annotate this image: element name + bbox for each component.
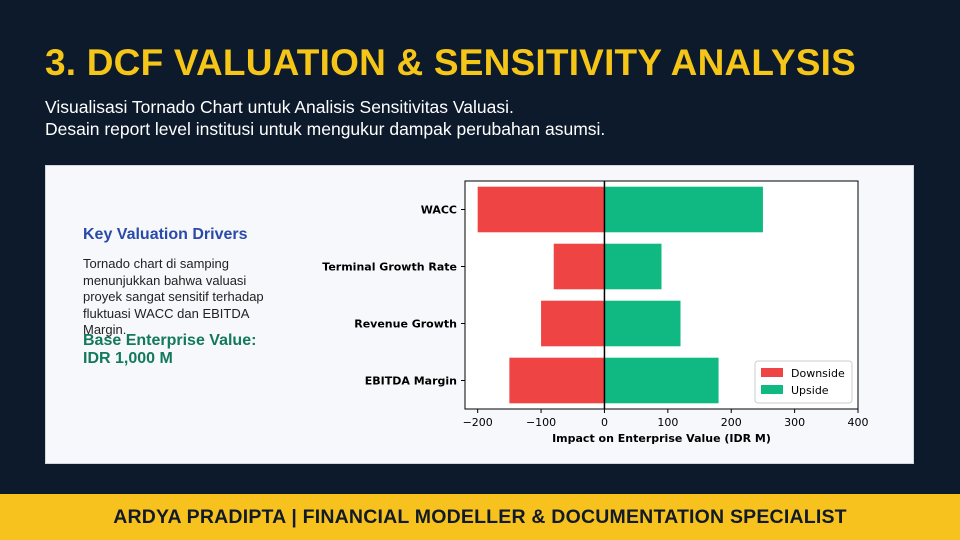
bar-downside-0 xyxy=(477,186,605,233)
drivers-heading: Key Valuation Drivers xyxy=(83,226,248,243)
bar-downside-3 xyxy=(509,357,605,404)
x-tick-label: −200 xyxy=(463,416,493,429)
x-tick-label: 400 xyxy=(848,416,869,429)
bar-downside-1 xyxy=(553,243,605,290)
y-tick-label: WACC xyxy=(421,204,457,217)
subtitle-line-1: Visualisasi Tornado Chart untuk Analisis… xyxy=(45,97,514,117)
x-tick-label: 300 xyxy=(784,416,805,429)
base-value-amount: IDR 1,000 M xyxy=(83,350,173,367)
x-axis-label: Impact on Enterprise Value (IDR M) xyxy=(552,432,771,445)
bar-upside-3 xyxy=(604,357,719,404)
base-value-label: Base Enterprise Value: xyxy=(83,332,257,349)
chart-card: Key Valuation Drivers Tornado chart di s… xyxy=(45,165,914,464)
bar-downside-2 xyxy=(541,300,605,347)
page-subtitle: Visualisasi Tornado Chart untuk Analisis… xyxy=(45,96,605,140)
page-title: 3. DCF VALUATION & SENSITIVITY ANALYSIS xyxy=(45,42,856,83)
legend-swatch-upside xyxy=(761,385,783,394)
drivers-description: Tornado chart di samping menunjukkan bah… xyxy=(83,256,264,337)
tornado-chart: WACC Terminal Growth Rate Revenue Growth EB… xyxy=(322,180,869,445)
subtitle-line-2: Desain report level institusi untuk meng… xyxy=(45,119,606,139)
x-tick-label: 0 xyxy=(601,416,608,429)
y-tick-label: Revenue Growth xyxy=(354,318,457,331)
legend-swatch-downside xyxy=(761,368,783,377)
y-tick-label: EBITDA Margin xyxy=(365,375,457,388)
bar-upside-0 xyxy=(604,186,763,233)
bar-upside-2 xyxy=(604,300,681,347)
footer-banner: ARDYA PRADIPTA | FINANCIAL MODELLER & DO… xyxy=(0,494,960,540)
legend-label-upside: Upside xyxy=(791,384,829,397)
plot-frame xyxy=(464,180,859,410)
x-tick-label: 200 xyxy=(721,416,742,429)
bar-upside-1 xyxy=(604,243,662,290)
base-enterprise-value: Base Enterprise Value: IDR 1,000 M xyxy=(83,332,256,368)
y-tick-label: Terminal Growth Rate xyxy=(322,261,457,274)
legend-label-downside: Downside xyxy=(791,367,845,380)
x-tick-label: 100 xyxy=(657,416,678,429)
x-tick-label: −100 xyxy=(526,416,556,429)
